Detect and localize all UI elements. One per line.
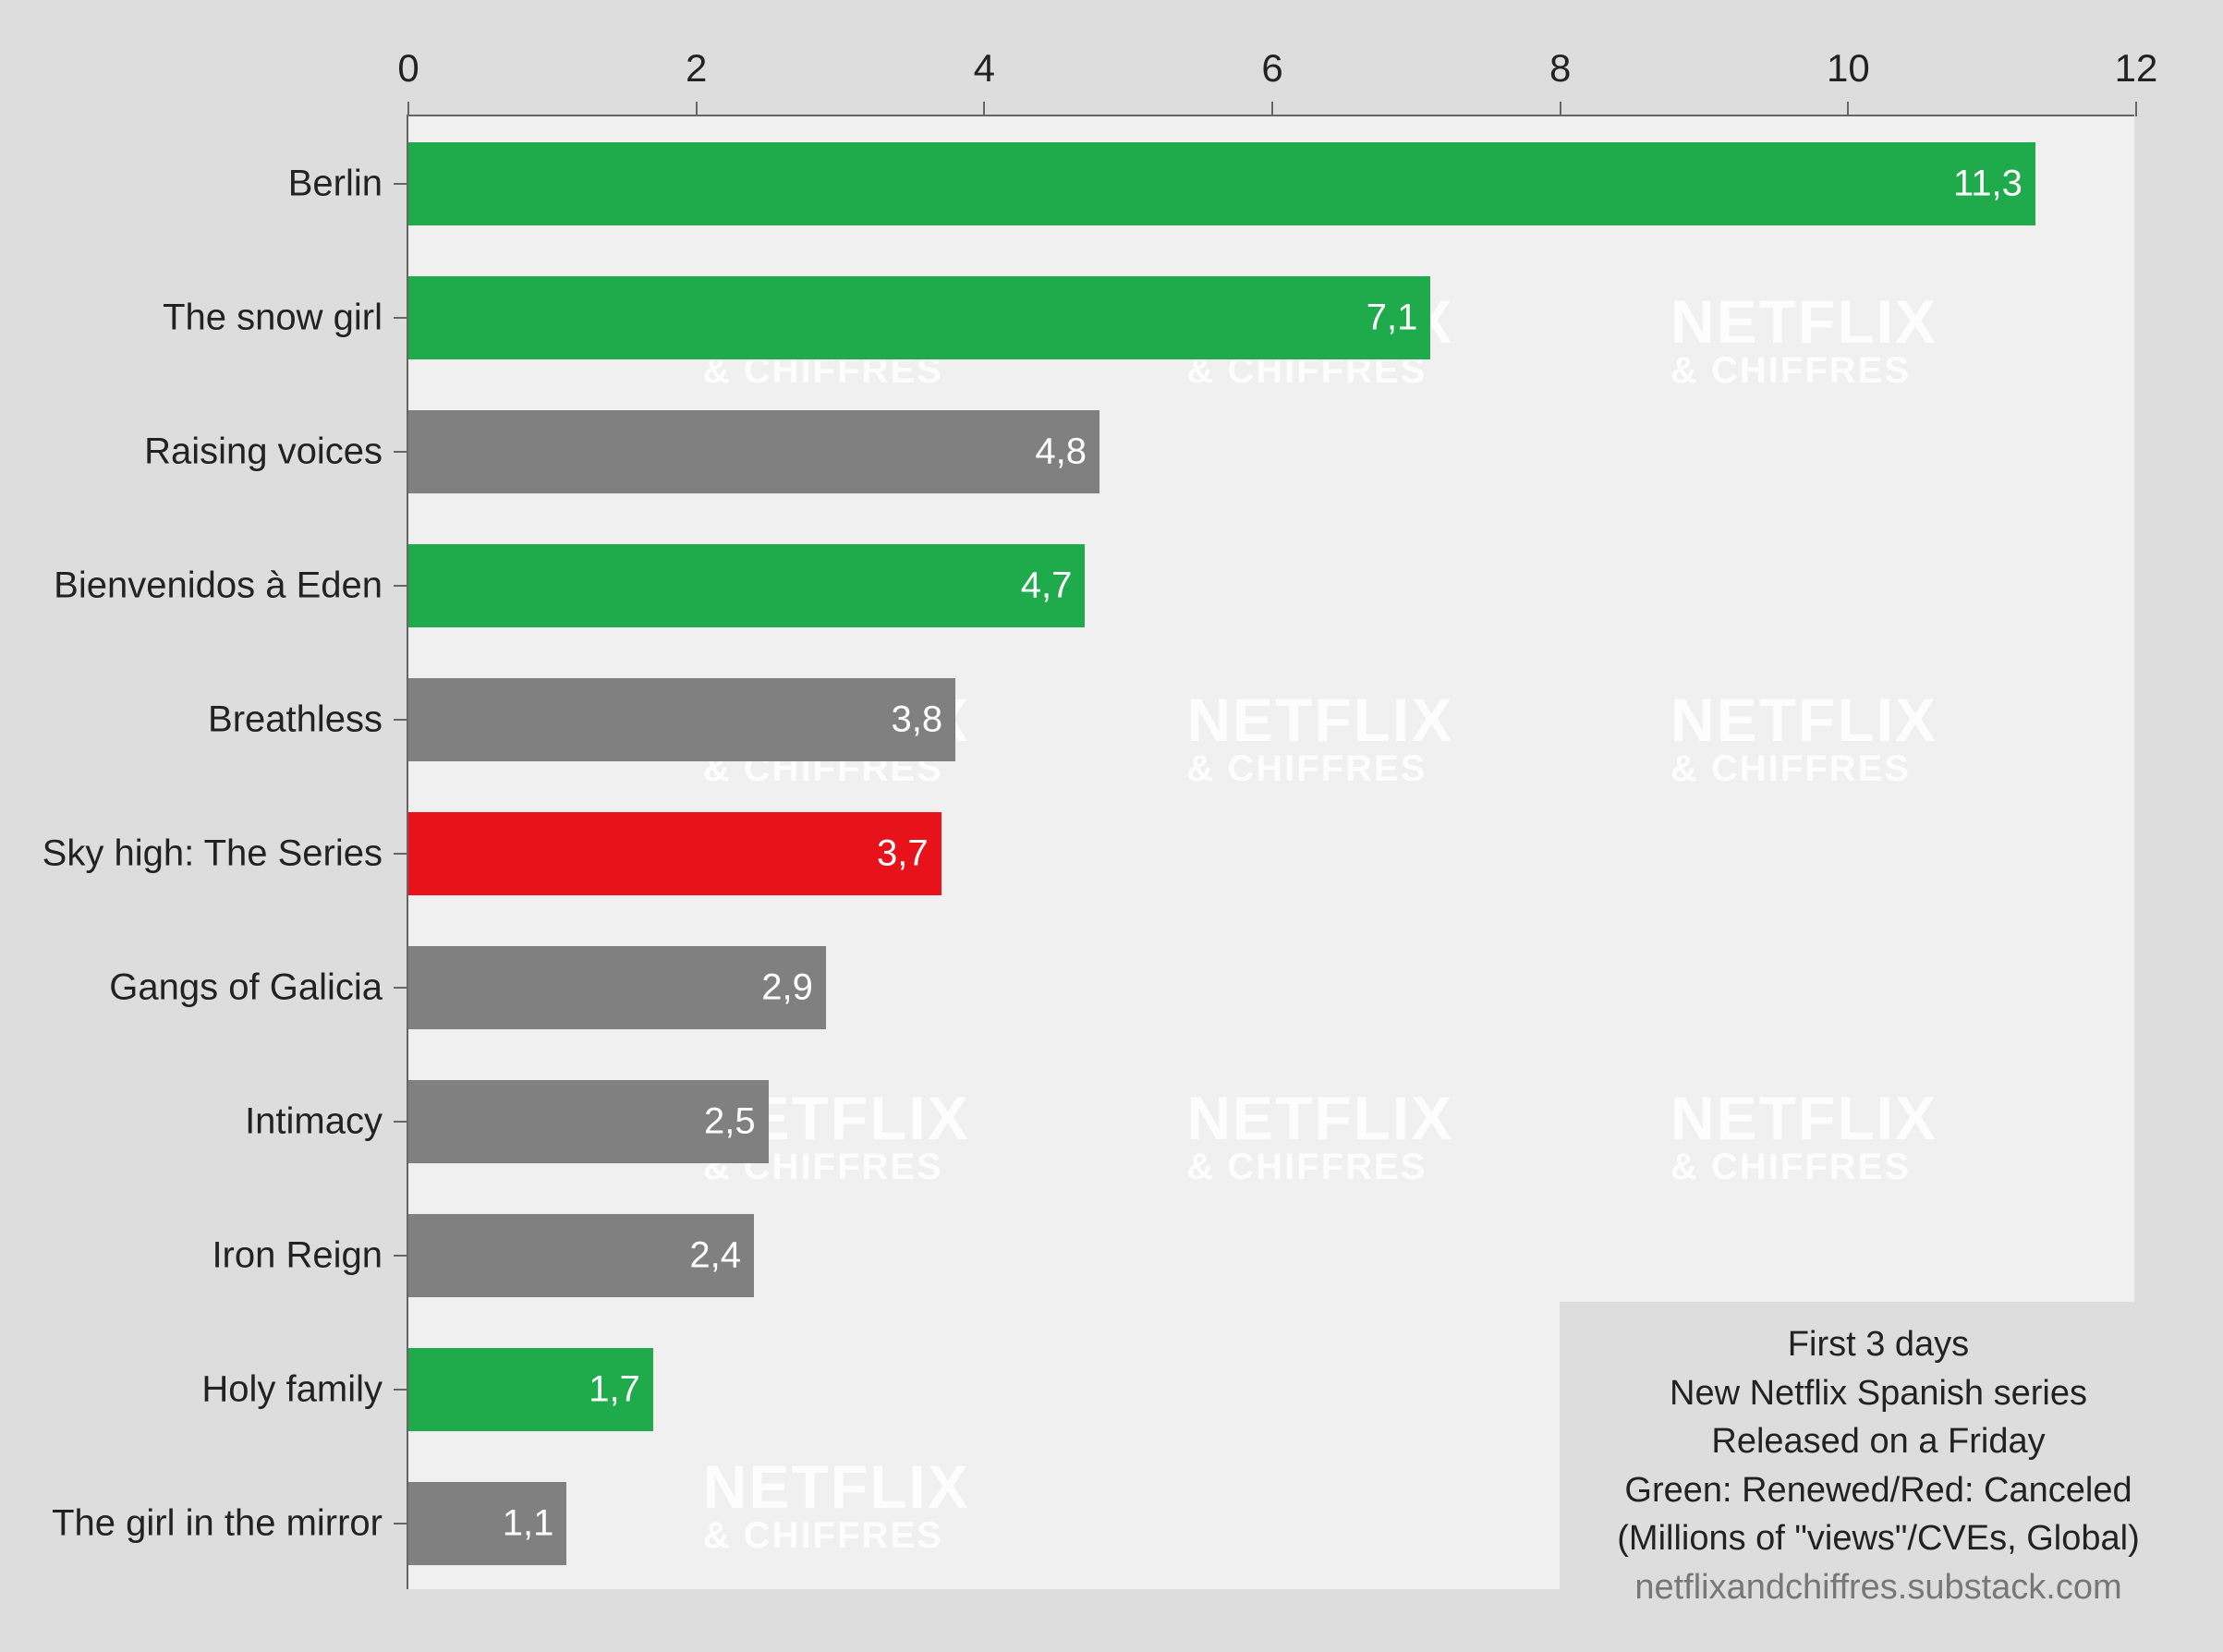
x-tick [2135,102,2137,116]
chart-container: NETFLIX& CHIFFRES NETFLIX& CHIFFRES NETFLI… [0,0,2223,1652]
y-category-label: Raising voices [144,431,408,472]
x-tick [407,102,409,116]
y-category-label: Berlin [288,163,408,204]
y-category-label: Gangs of Galicia [109,967,408,1009]
bar-value-label: 4,8 [1035,431,1087,472]
y-category-label: Holy family [201,1369,408,1411]
x-tick-label: 6 [1261,46,1282,91]
watermark: NETFLIX& CHIFFRES [1670,689,1938,787]
bar-value-label: 7,1 [1367,297,1418,338]
bar: 4,8 [408,410,1099,493]
watermark: NETFLIX& CHIFFRES [1670,1087,1938,1185]
y-category-label: Breathless [208,698,408,740]
bar-value-label: 2,4 [689,1235,741,1277]
caption-line: New Netflix Spanish series [1587,1369,2169,1417]
y-category-label: Sky high: The Series [43,833,408,875]
bar-value-label: 1,7 [589,1369,640,1411]
x-tick-label: 0 [397,46,419,91]
bar: 3,7 [408,812,941,895]
x-tick-label: 12 [2115,46,2158,91]
x-tick [696,102,698,116]
caption-line: Released on a Friday [1587,1417,2169,1465]
bar: 4,7 [408,544,1085,627]
caption-source: netflixandchiffres.substack.com [1587,1563,2169,1611]
x-tick [1271,102,1273,116]
watermark: NETFLIX& CHIFFRES [1670,291,1938,389]
caption-box: First 3 daysNew Netflix Spanish seriesRe… [1560,1302,2197,1626]
y-category-label: Intimacy [245,1101,408,1143]
bar-value-label: 2,5 [704,1101,756,1143]
bar: 3,8 [408,678,955,761]
watermark: NETFLIX& CHIFFRES [703,1456,970,1554]
y-category-label: Bienvenidos à Eden [54,565,408,606]
x-tick [983,102,985,116]
x-tick-label: 8 [1549,46,1571,91]
bar: 7,1 [408,276,1430,359]
caption-line: (Millions of "views"/CVEs, Global) [1587,1514,2169,1562]
bar-value-label: 4,7 [1021,565,1073,606]
bar-value-label: 3,8 [892,698,943,740]
bar-value-label: 11,3 [1953,163,2023,204]
watermark: NETFLIX& CHIFFRES [1186,1087,1453,1185]
watermark: NETFLIX& CHIFFRES [1186,689,1453,787]
bar-value-label: 3,7 [877,832,929,874]
x-tick-label: 10 [1827,46,1870,91]
bar: 1,7 [408,1348,653,1431]
y-category-label: The girl in the mirror [52,1503,408,1545]
y-category-label: The snow girl [163,297,408,338]
y-category-label: Iron Reign [212,1235,408,1277]
x-tick-label: 2 [686,46,707,91]
x-tick-label: 4 [974,46,995,91]
bar-value-label: 2,9 [761,967,813,1009]
bar: 2,4 [408,1214,754,1297]
caption-line: Green: Renewed/Red: Canceled [1587,1466,2169,1514]
bar: 2,9 [408,946,826,1029]
bar: 1,1 [408,1482,566,1565]
x-tick [1560,102,1561,116]
caption-line: First 3 days [1587,1320,2169,1368]
bar-value-label: 1,1 [503,1503,554,1545]
bar: 2,5 [408,1080,769,1163]
x-tick [1847,102,1849,116]
bar: 11,3 [408,142,2035,225]
